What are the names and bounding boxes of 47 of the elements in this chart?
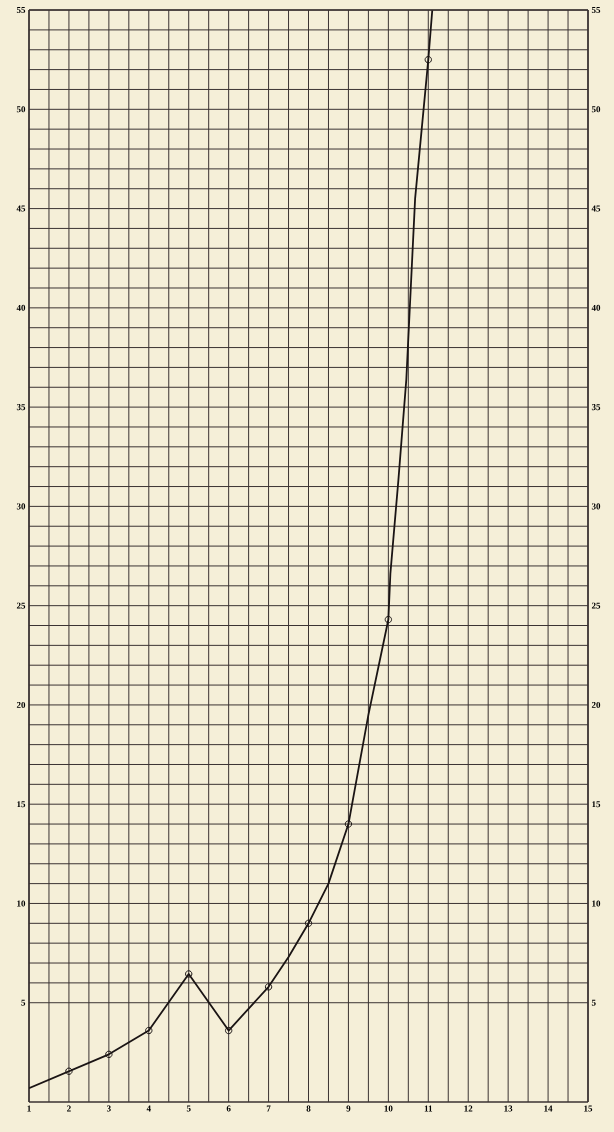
x-tick-label: 11 <box>424 1105 433 1112</box>
point <box>304 919 313 927</box>
point <box>424 55 432 64</box>
x-tick-label: 10 <box>384 1105 393 1112</box>
y-tick-label: 10 <box>17 900 26 907</box>
x-tick-label: 13 <box>504 1105 513 1112</box>
x-tick-label: 7 <box>266 1105 271 1112</box>
point <box>185 970 193 978</box>
x-tick-label: 4 <box>146 1105 151 1112</box>
y-tick-label: 20 <box>16 701 26 708</box>
x-tick-label: 2 <box>67 1105 71 1112</box>
x-tick-label: 6 <box>226 1105 231 1112</box>
y2-tick-label: 25 <box>591 602 601 609</box>
x-tick-label: 3 <box>106 1105 111 1112</box>
y-tick-label: 45 <box>16 205 26 212</box>
y-tick-label: 5 <box>21 999 26 1006</box>
y2-tick-label: 35 <box>591 404 601 411</box>
y-tick-label: 55 <box>16 7 26 14</box>
y2-tick-label: 30 <box>591 503 601 510</box>
y2-tick-label: 55 <box>591 7 601 14</box>
x-tick-label: 15 <box>584 1105 593 1112</box>
point <box>65 1067 73 1075</box>
point <box>344 820 353 828</box>
x-tick-label: 1 <box>27 1105 31 1112</box>
y2-tick-label: 15 <box>592 801 601 808</box>
x-tick-label: 9 <box>346 1105 351 1112</box>
y-tick-label: 40 <box>16 304 26 311</box>
y2-tick-label: 45 <box>591 205 601 212</box>
point <box>224 1026 233 1035</box>
x-tick-label: 14 <box>544 1105 553 1112</box>
point <box>145 1026 153 1035</box>
x-tick-label: 8 <box>306 1105 311 1112</box>
point <box>264 983 273 991</box>
y-tick-label: 50 <box>16 106 26 113</box>
y2-tick-label: 50 <box>591 106 601 113</box>
y2-tick-label: 10 <box>592 900 601 907</box>
x-tick-label: 12 <box>464 1105 473 1112</box>
y2-tick-label: 20 <box>591 701 601 708</box>
y-tick-label: 30 <box>16 503 26 510</box>
point <box>384 615 393 624</box>
y2-tick-label: 40 <box>591 304 601 311</box>
point <box>105 1050 113 1059</box>
y-tick-label: 15 <box>17 801 26 808</box>
y-tick-label: 35 <box>16 404 26 411</box>
y2-tick-label: 5 <box>591 999 596 1006</box>
x-tick-label: 5 <box>186 1105 191 1112</box>
y-tick-label: 25 <box>16 602 26 609</box>
